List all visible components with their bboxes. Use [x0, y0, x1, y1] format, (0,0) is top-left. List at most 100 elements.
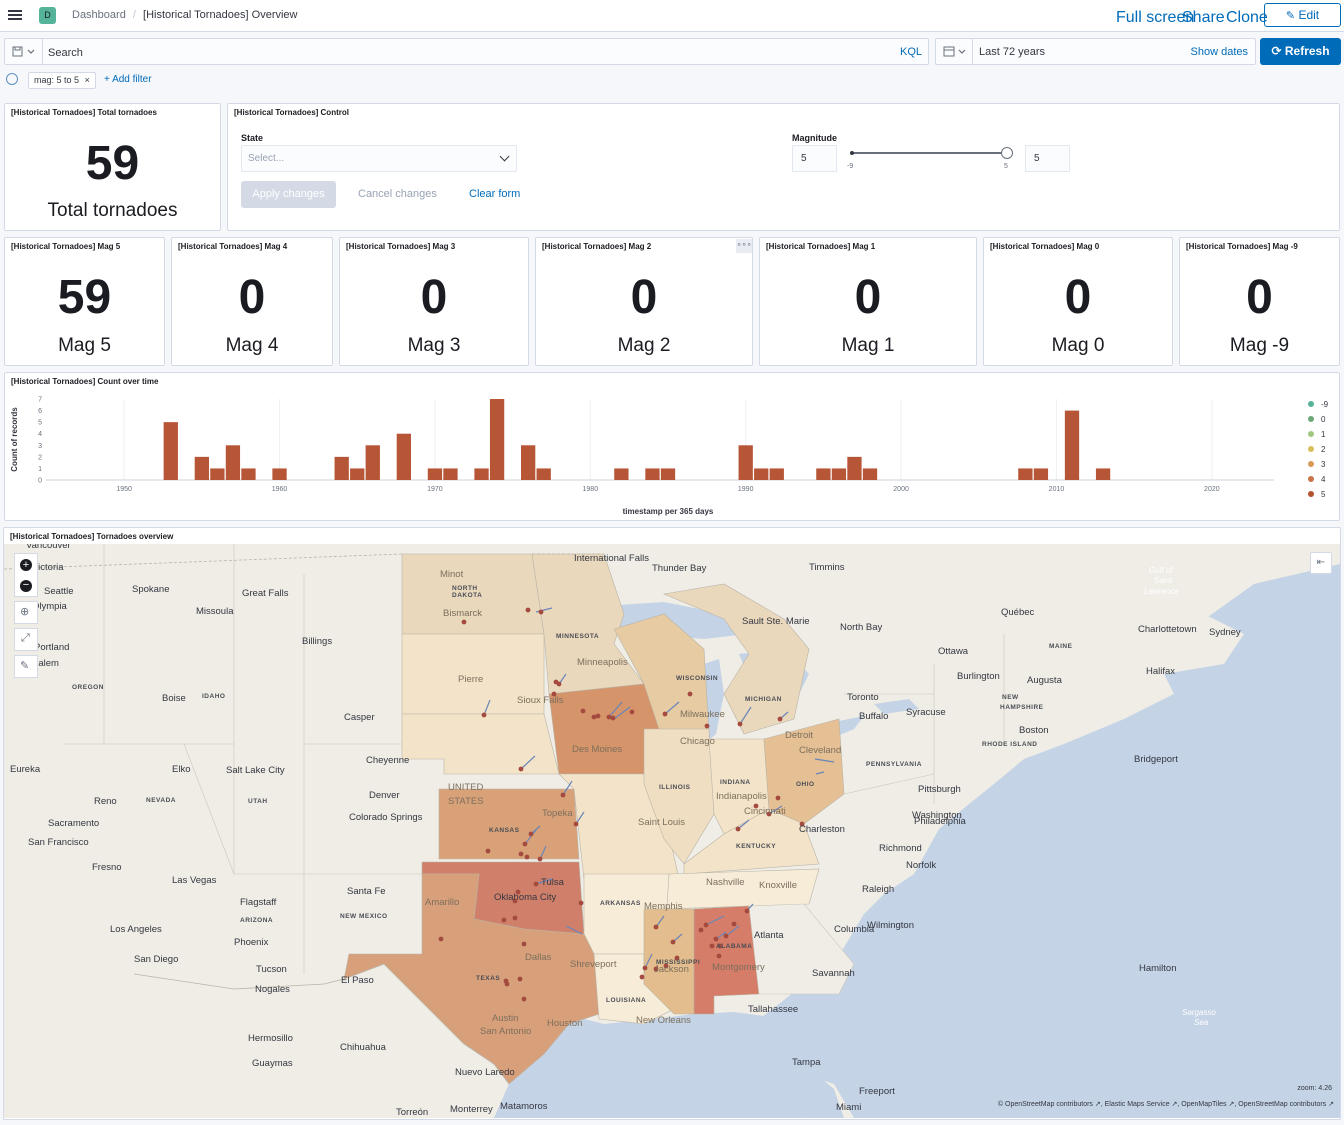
tornado-point[interactable] [653, 924, 659, 930]
map[interactable]: Vancouver Victoria Seattle Spokane Olympia Mi… [4, 544, 1340, 1118]
tornado-point[interactable] [503, 978, 509, 984]
tornado-point[interactable] [524, 854, 530, 860]
zoom-out-icon[interactable]: − [20, 580, 32, 592]
saved-query-menu[interactable] [5, 39, 43, 64]
close-icon[interactable]: × [84, 75, 90, 85]
panel-options-icon[interactable]: ∘∘∘ [736, 239, 752, 253]
tornado-point[interactable] [538, 609, 544, 615]
tornado-point[interactable] [522, 841, 528, 847]
date-picker[interactable]: Last 72 years Show dates [935, 38, 1256, 65]
app-icon[interactable]: D [39, 7, 56, 24]
tornado-point[interactable] [515, 889, 521, 895]
tornado-point[interactable] [606, 714, 612, 720]
magnitude-slider[interactable]: -9 5 [847, 147, 1013, 174]
tornado-point[interactable] [744, 908, 750, 914]
state-select[interactable]: Select... [241, 145, 517, 172]
tornado-point[interactable] [653, 966, 659, 972]
tornado-point[interactable] [717, 943, 723, 949]
tornado-point[interactable] [629, 709, 635, 715]
tornado-point[interactable] [766, 811, 772, 817]
tornado-point[interactable] [521, 941, 527, 947]
tornado-point[interactable] [731, 921, 737, 927]
draw-control[interactable]: ✎ [14, 655, 38, 678]
share-link[interactable]: Share [1182, 9, 1225, 26]
tornado-point[interactable] [591, 714, 597, 720]
quick-menu[interactable] [936, 39, 973, 64]
tornado-point[interactable] [709, 943, 715, 949]
tornado-point[interactable] [438, 936, 444, 942]
tornado-point[interactable] [704, 723, 710, 729]
date-range-label[interactable]: Last 72 years [979, 46, 1046, 58]
tornado-point[interactable] [560, 792, 566, 798]
tornado-point[interactable] [723, 933, 729, 939]
map-label: KANSAS [489, 827, 520, 834]
clear-form-button[interactable]: Clear form [469, 188, 521, 200]
edit-button[interactable]: ✎ Edit [1264, 3, 1341, 27]
tornado-point[interactable] [512, 915, 518, 921]
tornado-point[interactable] [578, 900, 584, 906]
tornado-point[interactable] [525, 607, 531, 613]
filter-pill[interactable]: mag: 5 to 5 × [28, 72, 96, 89]
add-filter-link[interactable]: + Add filter [104, 74, 152, 85]
clone-link[interactable]: Clone [1226, 9, 1268, 26]
fit-bounds-control[interactable]: ⤢ [14, 628, 38, 651]
zoom-in-icon[interactable]: + [20, 559, 32, 571]
tornado-point[interactable] [698, 927, 704, 933]
show-dates-link[interactable]: Show dates [1190, 46, 1248, 58]
magnitude-max-input[interactable]: 5 [1025, 145, 1070, 172]
search-bar[interactable]: Search KQL [4, 38, 929, 65]
tornado-point[interactable] [517, 976, 523, 982]
tornado-point[interactable] [573, 821, 579, 827]
tornado-point[interactable] [775, 795, 781, 801]
tornado-point[interactable] [518, 851, 524, 857]
tornado-point[interactable] [518, 766, 524, 772]
tornado-point[interactable] [687, 691, 693, 697]
tornado-point[interactable] [533, 881, 539, 887]
tornado-point[interactable] [703, 922, 709, 928]
tornado-point[interactable] [662, 711, 668, 717]
breadcrumb-dashboard[interactable]: Dashboard [72, 9, 126, 21]
full-screen-link[interactable]: Full screen [1116, 9, 1195, 26]
bar [396, 433, 411, 480]
tornado-point[interactable] [777, 716, 783, 722]
tornado-point[interactable] [610, 715, 616, 721]
tornado-point[interactable] [753, 803, 759, 809]
map-label: Denver [369, 790, 400, 801]
tornado-point[interactable] [485, 848, 491, 854]
slider-left-handle[interactable] [850, 151, 854, 155]
tornado-point[interactable] [521, 996, 527, 1002]
apply-changes-button[interactable]: Apply changes [241, 181, 336, 208]
tornado-point[interactable] [737, 721, 743, 727]
map-attribution[interactable]: © OpenStreetMap contributors ↗, Elastic … [997, 1101, 1334, 1108]
tornado-point[interactable] [663, 963, 669, 969]
tornado-point[interactable] [735, 826, 741, 832]
tornado-point[interactable] [642, 965, 648, 971]
hamburger-menu-icon[interactable] [8, 8, 22, 22]
tornado-point[interactable] [716, 953, 722, 959]
tornado-point[interactable] [670, 939, 676, 945]
tornado-point[interactable] [501, 917, 507, 923]
tornado-point[interactable] [551, 691, 557, 697]
tornado-point[interactable] [528, 831, 534, 837]
cancel-changes-button[interactable]: Cancel changes [358, 188, 437, 200]
layer-panel-toggle[interactable]: ⇤ [1310, 552, 1332, 574]
tornado-point[interactable] [799, 821, 805, 827]
tornado-point[interactable] [537, 856, 543, 862]
map-label: ARIZONA [240, 917, 274, 924]
slider-right-handle[interactable] [1001, 147, 1013, 159]
locate-control[interactable]: ⊕ [14, 601, 38, 624]
search-input[interactable]: Search [48, 47, 83, 59]
tornado-point[interactable] [639, 974, 645, 980]
refresh-button[interactable]: ⟳ Refresh [1260, 38, 1341, 65]
tornado-point[interactable] [481, 712, 487, 718]
kql-toggle[interactable]: KQL [899, 46, 922, 58]
filter-menu-icon[interactable] [6, 73, 18, 85]
tornado-point[interactable] [512, 898, 518, 904]
tornado-point[interactable] [580, 708, 586, 714]
tornado-point[interactable] [713, 936, 719, 942]
magnitude-min-input[interactable]: 5 [792, 145, 837, 172]
tornado-point[interactable] [674, 955, 680, 961]
tornado-point[interactable] [595, 713, 601, 719]
tornado-point[interactable] [553, 679, 559, 685]
tornado-point[interactable] [461, 619, 467, 625]
